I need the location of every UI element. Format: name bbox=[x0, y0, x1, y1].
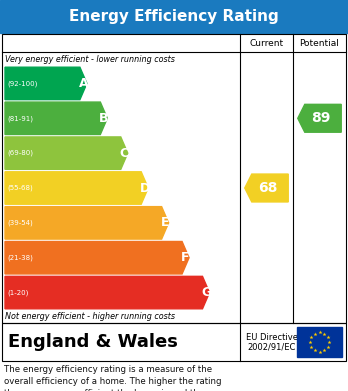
Text: G: G bbox=[201, 286, 212, 299]
Bar bbox=[297, 327, 342, 357]
Text: 89: 89 bbox=[311, 111, 330, 125]
Text: The energy efficiency rating is a measure of the
overall efficiency of a home. T: The energy efficiency rating is a measur… bbox=[4, 365, 221, 391]
Polygon shape bbox=[5, 137, 128, 169]
Text: C: C bbox=[120, 147, 129, 160]
Text: (81-91): (81-91) bbox=[7, 115, 33, 122]
Text: (21-38): (21-38) bbox=[7, 255, 33, 261]
Text: Not energy efficient - higher running costs: Not energy efficient - higher running co… bbox=[5, 312, 175, 321]
Bar bbox=[2, 323, 346, 361]
Polygon shape bbox=[298, 104, 341, 132]
Text: (92-100): (92-100) bbox=[7, 80, 37, 87]
Polygon shape bbox=[5, 172, 148, 204]
Polygon shape bbox=[5, 276, 209, 309]
Text: Energy Efficiency Rating: Energy Efficiency Rating bbox=[69, 9, 279, 24]
Text: England & Wales: England & Wales bbox=[8, 333, 178, 351]
Polygon shape bbox=[5, 242, 189, 274]
Polygon shape bbox=[245, 174, 288, 202]
Text: (69-80): (69-80) bbox=[7, 150, 33, 156]
Text: (1-20): (1-20) bbox=[7, 289, 29, 296]
Polygon shape bbox=[5, 67, 87, 100]
Text: Current: Current bbox=[250, 38, 284, 47]
Text: A: A bbox=[79, 77, 88, 90]
Text: D: D bbox=[140, 181, 150, 194]
Text: E: E bbox=[161, 216, 169, 230]
Text: F: F bbox=[181, 251, 190, 264]
Text: (39-54): (39-54) bbox=[7, 220, 33, 226]
Text: EU Directive: EU Directive bbox=[246, 332, 298, 341]
Polygon shape bbox=[5, 206, 169, 239]
Text: Very energy efficient - lower running costs: Very energy efficient - lower running co… bbox=[5, 54, 175, 63]
Text: 2002/91/EC: 2002/91/EC bbox=[248, 343, 296, 352]
Bar bbox=[0, 0, 348, 33]
Text: Potential: Potential bbox=[300, 38, 339, 47]
Polygon shape bbox=[5, 102, 107, 135]
Text: B: B bbox=[99, 112, 109, 125]
Bar bbox=[2, 34, 346, 323]
Text: 68: 68 bbox=[258, 181, 277, 195]
Text: (55-68): (55-68) bbox=[7, 185, 33, 191]
